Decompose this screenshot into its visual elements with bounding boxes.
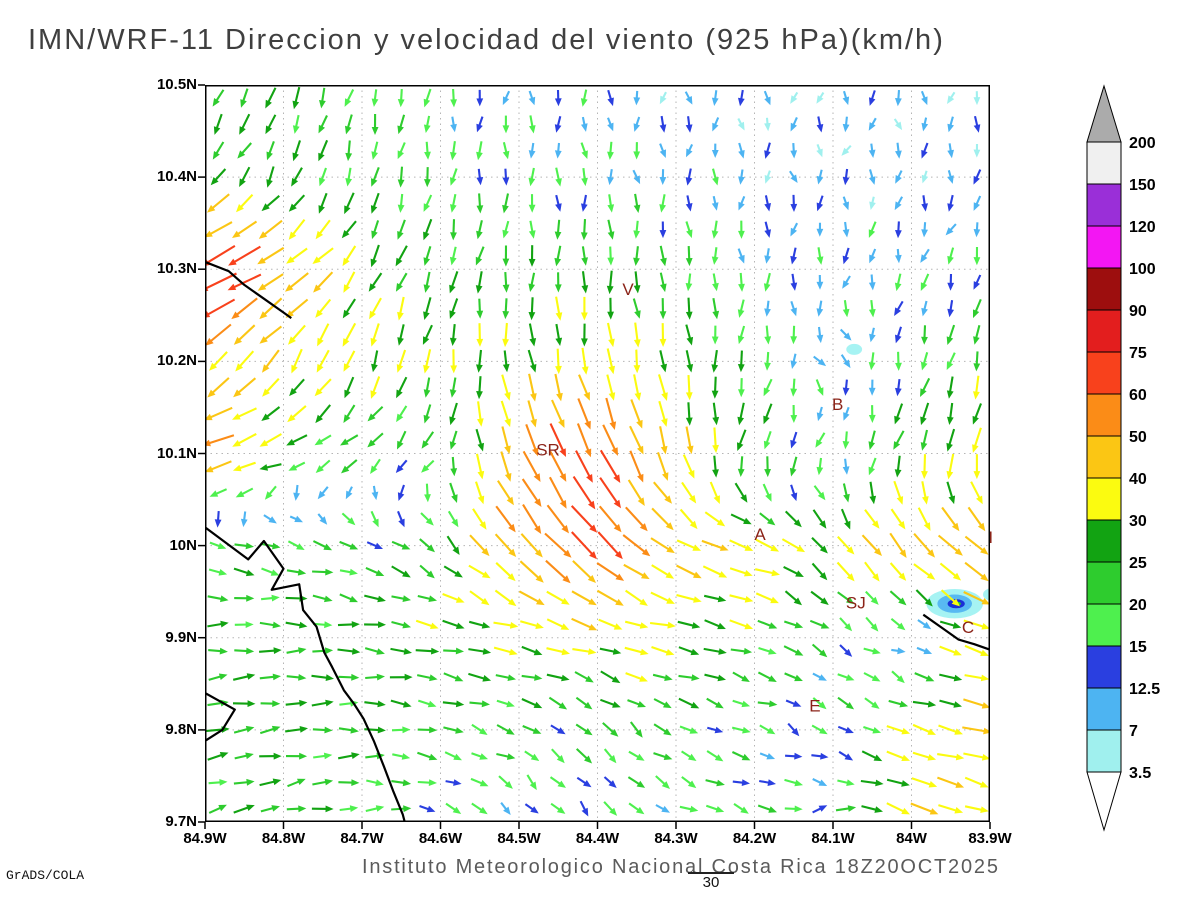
station-label-c: C — [962, 618, 974, 637]
map-content — [205, 85, 990, 822]
plot-frame — [205, 85, 990, 822]
colorbar-segment — [1086, 603, 1122, 647]
colorbar-tick-label: 20 — [1129, 597, 1147, 614]
x-tick-label: 84W — [896, 830, 927, 847]
x-tick-label: 84.5W — [497, 830, 541, 847]
colorbar-segment — [1086, 645, 1122, 689]
contour-label: 30 — [688, 872, 734, 891]
station-label-sr: SR — [536, 440, 560, 459]
colorbar-tick-label: 75 — [1129, 345, 1147, 362]
x-tick-label: 84.1W — [811, 830, 855, 847]
colorbar-tick-label: 100 — [1129, 261, 1156, 278]
x-tick-label: 84.9W — [183, 830, 227, 847]
x-tick-label: 84.2W — [732, 830, 777, 847]
x-tick-label: 84.3W — [654, 830, 698, 847]
colorbar-tick-label: 7 — [1129, 723, 1138, 740]
station-label-i: I — [988, 528, 993, 547]
station-label-sj: SJ — [846, 593, 866, 612]
speed-colorbar: 3.5 7 12.5 15 20 25 30 40 50 60 75 90 100 120 150 200 — [1082, 84, 1200, 850]
colorbar-segment — [1086, 687, 1122, 731]
x-tick-label: 84.4W — [575, 830, 620, 847]
colorbar-tick-label: 50 — [1129, 429, 1147, 446]
y-tick-label: 9.7N — [165, 813, 197, 830]
colorbar-tick-label: 3.5 — [1129, 765, 1151, 782]
colorbar-svg: 3.5 7 12.5 15 20 25 30 40 50 60 75 90 100 120 150 200 — [1086, 84, 1160, 832]
colorbar-segment — [1086, 225, 1122, 269]
x-tick-label: 83.9W — [968, 830, 1012, 847]
x-tick-label: 84.8W — [261, 830, 306, 847]
colorbar-segment — [1086, 729, 1122, 773]
station-label-b: B — [832, 395, 843, 414]
y-tick-label: 10.1N — [156, 444, 197, 462]
y-tick-label: 10.4N — [156, 168, 197, 186]
y-tick-label: 10.5N — [156, 76, 197, 93]
map-plot-area: V B SR A I SJ C E 10.5N 10.4N 10.3N 10.2N 10.1N 10N 9… — [157, 76, 1012, 847]
station-label-a: A — [754, 525, 766, 544]
colorbar-tick-label: 15 — [1129, 639, 1147, 656]
station-labels: V B SR A I SJ C E — [536, 280, 993, 715]
colorbar-segment — [1086, 309, 1122, 353]
station-label-e: E — [809, 696, 820, 715]
colorbar-segment — [1086, 477, 1122, 521]
colorbar-tick-label: 40 — [1129, 471, 1147, 488]
axis-ticks — [198, 84, 991, 829]
colorbar-segment — [1086, 519, 1122, 563]
chart-title: IMN/WRF-11 Direccion y velocidad del vie… — [28, 24, 945, 56]
colorbar-tick-label: 120 — [1129, 219, 1156, 236]
gridlines — [205, 85, 990, 822]
y-tick-label: 10.3N — [156, 260, 197, 278]
y-tick-label: 10N — [169, 536, 197, 554]
wind-vectors — [205, 86, 990, 817]
colorbar-segment — [1086, 141, 1122, 185]
x-tick-label: 84.7W — [340, 830, 384, 847]
grads-credit: GrADS/COLA — [6, 868, 85, 883]
colorbar-segment — [1086, 393, 1122, 437]
colorbar-segment — [1086, 561, 1122, 605]
station-label-v: V — [622, 280, 634, 299]
y-tick-label: 9.8N — [165, 720, 197, 738]
colorbar-tick-label: 200 — [1129, 135, 1156, 152]
colorbar-tick-label: 60 — [1129, 387, 1147, 404]
y-tick-label: 9.9N — [165, 628, 197, 646]
colorbar-segment — [1086, 351, 1122, 395]
wind-vector-map: V B SR A I SJ C E — [198, 84, 993, 829]
footer-caption: Instituto Meteorologico Nacional Costa R… — [362, 856, 1000, 878]
x-tick-label: 84.6W — [418, 830, 463, 847]
colorbar-tick-label: 12.5 — [1129, 681, 1160, 698]
colorbar-above-triangle — [1086, 84, 1122, 143]
colorbar-segment — [1086, 267, 1122, 311]
colorbar-tick-label: 90 — [1129, 303, 1147, 320]
shaded-contour-areas — [846, 343, 990, 619]
colorbar-segment — [1086, 183, 1122, 227]
colorbar-below-triangle — [1086, 771, 1122, 832]
coastline — [205, 260, 990, 822]
colorbar-tick-label: 30 — [1129, 513, 1147, 530]
colorbar-tick-label: 150 — [1129, 177, 1156, 194]
colorbar-tick-label: 25 — [1129, 555, 1147, 572]
colorbar-segment — [1086, 435, 1122, 479]
y-tick-label: 10.2N — [156, 352, 197, 370]
